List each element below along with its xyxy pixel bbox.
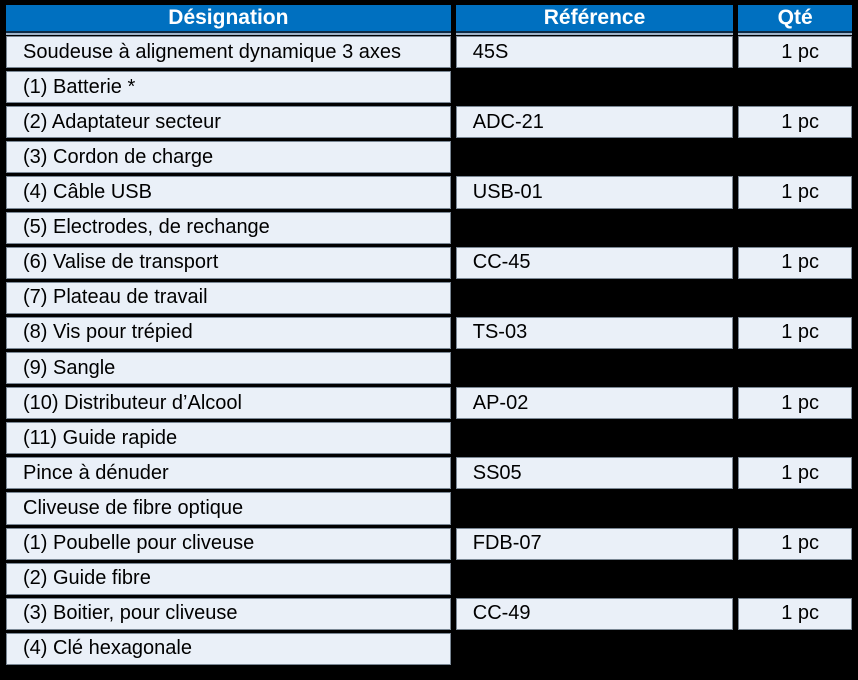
reference-cell (456, 492, 734, 524)
table-row: Soudeuse à alignement dynamique 3 axes 4… (6, 36, 852, 69)
designation-cell: (7) Plateau de travail (6, 281, 451, 314)
qty-cell: 1 pc (738, 106, 852, 139)
reference-cell: 45S (455, 36, 734, 69)
table-row: (10) Distributeur d’Alcool AP-02 1 pc (6, 387, 852, 420)
qty-header: Qté (738, 5, 852, 33)
designation-cell: (2) Adaptateur secteur (6, 106, 451, 139)
table-row: Pince à dénuder SS05 1 pc (6, 457, 852, 490)
table-row: (6) Valise de transport CC-45 1 pc (6, 246, 852, 279)
qty-cell: 1 pc (738, 246, 852, 279)
header-row: Désignation Référence Qté (6, 5, 852, 33)
reference-cell (456, 563, 734, 595)
qty-cell (738, 422, 852, 454)
table-row: Cliveuse de fibre optique (6, 492, 852, 525)
qty-cell (738, 71, 852, 103)
reference-cell (456, 633, 734, 665)
designation-cell: (1) Poubelle pour cliveuse (6, 527, 451, 560)
table-row: (4) Câble USB USB-01 1 pc (6, 176, 852, 209)
designation-cell: (3) Boitier, pour cliveuse (6, 597, 451, 630)
parts-table: Désignation Référence Qté Soudeuse à ali… (1, 2, 857, 668)
qty-cell: 1 pc (738, 457, 852, 490)
qty-cell (738, 633, 852, 665)
designation-cell: (6) Valise de transport (6, 246, 451, 279)
reference-cell (456, 352, 734, 384)
reference-cell (456, 71, 734, 103)
qty-cell: 1 pc (738, 176, 852, 209)
qty-cell: 1 pc (738, 36, 852, 69)
designation-cell: Soudeuse à alignement dynamique 3 axes (6, 36, 451, 69)
table-row: (1) Batterie * (6, 71, 852, 104)
designation-cell: (5) Electrodes, de rechange (6, 211, 451, 244)
reference-cell (456, 282, 734, 314)
table-row: (3) Boitier, pour cliveuse CC-49 1 pc (6, 597, 852, 630)
designation-cell: (8) Vis pour trépied (6, 316, 451, 349)
qty-cell: 1 pc (738, 387, 852, 420)
reference-cell (456, 422, 734, 454)
reference-cell: ADC-21 (455, 106, 734, 139)
designation-cell: (3) Cordon de charge (6, 141, 451, 174)
qty-cell (738, 563, 852, 595)
qty-cell (738, 352, 852, 384)
reference-cell: TS-03 (455, 316, 734, 349)
table-row: (11) Guide rapide (6, 422, 852, 455)
qty-cell (738, 492, 852, 524)
designation-cell: (2) Guide fibre (6, 562, 451, 595)
qty-cell: 1 pc (738, 527, 852, 560)
designation-cell: (11) Guide rapide (6, 422, 451, 455)
designation-cell: Cliveuse de fibre optique (6, 492, 451, 525)
reference-cell: CC-45 (455, 246, 734, 279)
table-row: (1) Poubelle pour cliveuse FDB-07 1 pc (6, 527, 852, 560)
designation-cell: (4) Câble USB (6, 176, 451, 209)
table-row: (8) Vis pour trépied TS-03 1 pc (6, 316, 852, 349)
table-row: (7) Plateau de travail (6, 281, 852, 314)
reference-cell: USB-01 (455, 176, 734, 209)
designation-cell: (1) Batterie * (6, 71, 451, 104)
table-row: (3) Cordon de charge (6, 141, 852, 174)
designation-cell: (9) Sangle (6, 351, 451, 385)
table-row: (9) Sangle (6, 351, 852, 385)
reference-cell: FDB-07 (455, 527, 734, 560)
table-row: (2) Adaptateur secteur ADC-21 1 pc (6, 106, 852, 139)
designation-cell: Pince à dénuder (6, 457, 451, 490)
reference-cell: CC-49 (455, 597, 734, 630)
qty-cell (738, 282, 852, 314)
reference-cell (456, 212, 734, 244)
designation-cell: (4) Clé hexagonale (6, 632, 451, 665)
reference-cell: AP-02 (455, 387, 734, 420)
reference-cell (456, 141, 734, 173)
designation-header: Désignation (6, 5, 451, 33)
designation-cell: (10) Distributeur d’Alcool (6, 387, 451, 420)
qty-cell: 1 pc (738, 316, 852, 349)
reference-header: Référence (455, 5, 734, 33)
qty-cell: 1 pc (738, 597, 852, 630)
table-row: (5) Electrodes, de rechange (6, 211, 852, 244)
reference-cell: SS05 (455, 457, 734, 490)
qty-cell (738, 212, 852, 244)
table-row: (2) Guide fibre (6, 562, 852, 595)
table-row: (4) Clé hexagonale (6, 632, 852, 665)
qty-cell (738, 141, 852, 173)
